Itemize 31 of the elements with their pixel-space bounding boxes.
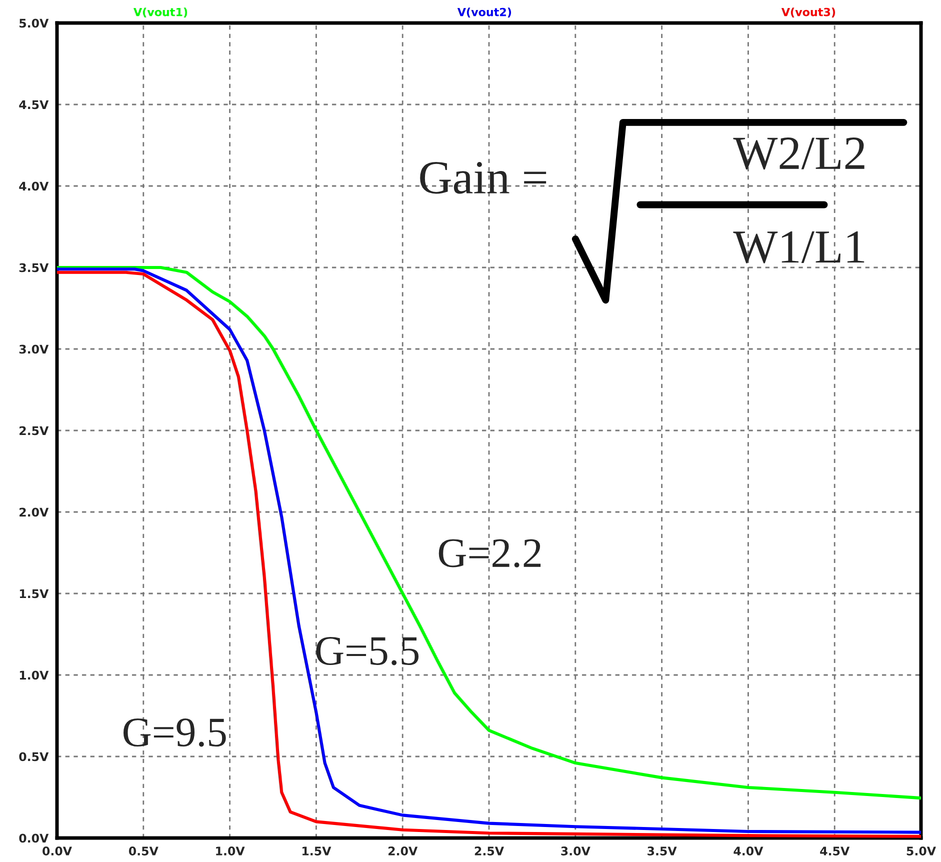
x-tick-label: 2.5V bbox=[474, 846, 504, 856]
y-tick-label: 2.0V bbox=[20, 508, 49, 517]
annotation: W2/L2 bbox=[733, 138, 864, 170]
annotation: Gain = bbox=[420, 162, 546, 194]
y-tick-label: 4.5V bbox=[19, 100, 49, 110]
x-tick-label: 0.5V bbox=[128, 846, 158, 856]
y-tick-label: 3.5V bbox=[19, 263, 49, 272]
y-tick-label: 1.5V bbox=[20, 589, 49, 598]
text: V(vout1) bbox=[133, 8, 188, 18]
y-tick-label: 0.0V bbox=[19, 834, 49, 843]
x-tick-label: 1.0V bbox=[216, 846, 245, 856]
x-tick-label: 0.0V bbox=[42, 846, 72, 856]
y-tick-label: 3.0V bbox=[19, 344, 49, 354]
y-tick-label: 5.0V bbox=[20, 18, 49, 28]
annotation: W1/L1 bbox=[733, 231, 864, 264]
text: V(vout2) bbox=[457, 8, 512, 18]
annotation: G=9.5 bbox=[124, 718, 226, 747]
annotation: G=2.2 bbox=[438, 539, 541, 568]
text: V(vout3) bbox=[781, 8, 836, 18]
y-tick-label: 0.5V bbox=[19, 752, 49, 762]
x-tick-label: 2.0V bbox=[388, 846, 418, 856]
x-tick-label: 1.5V bbox=[302, 846, 332, 856]
x-tick-label: 4.0V bbox=[734, 846, 764, 856]
y-tick-label: 4.0V bbox=[19, 182, 49, 191]
x-tick-label: 4.5V bbox=[820, 846, 850, 856]
x-tick-label: 3.5V bbox=[648, 846, 677, 856]
y-tick-label: 2.5V bbox=[20, 426, 49, 436]
annotation: G=5.5 bbox=[316, 637, 419, 666]
x-tick-label: 3.0V bbox=[561, 846, 590, 856]
x-tick-label: 5.0V bbox=[906, 846, 936, 856]
y-tick-label: 1.0V bbox=[20, 670, 49, 680]
